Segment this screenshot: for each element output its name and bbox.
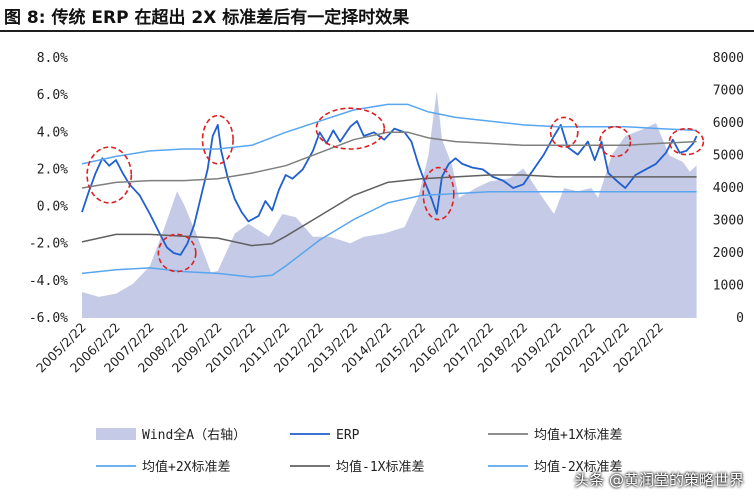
y-right-tick-label: 5000: [713, 149, 744, 164]
y-axis-right: 8000 7000 6000 5000 4000 3000 2000 1000 0: [713, 51, 744, 326]
mean-plus-2sd-line: [81, 103, 697, 165]
y-left-tick-label: 6.0%: [37, 88, 68, 103]
title-bar: 图 8: 传统 ERP 在超出 2X 标准差后有一定择时效果: [0, 0, 754, 32]
y-axis-left: 8.0% 6.0% 4.0% 2.0% 0.0% -2.0% -4.0% -6.0%: [29, 51, 68, 326]
y-right-tick-label: 7000: [713, 84, 744, 99]
erp-line: [81, 120, 698, 256]
lines-layer: [81, 103, 698, 278]
y-left-tick-label: 0.0%: [37, 200, 68, 215]
y-left-tick-label: -4.0%: [29, 274, 68, 289]
legend-label-4: 均值+2X标准差: [142, 459, 230, 475]
y-right-tick-label: 4000: [713, 181, 744, 196]
highlight-ellipse-8: [668, 127, 705, 156]
highlight-ellipse-2: [157, 233, 197, 273]
y-right-tick-label: 6000: [713, 116, 744, 131]
watermark: 头条 @黄润堂的策略世界: [574, 471, 744, 489]
mean-plus-1sd-line: [81, 131, 697, 189]
y-right-tick-label: 8000: [713, 51, 744, 66]
legend-swatch-1: [96, 428, 136, 440]
erp-chart: 8.0% 6.0% 4.0% 2.0% 0.0% -2.0% -4.0% -6.0% 8000…: [29, 51, 744, 475]
y-right-tick-label: 0: [736, 311, 744, 326]
wind-all-a-area: [82, 90, 697, 318]
chart-title: 图 8: 传统 ERP 在超出 2X 标准差后有一定择时效果: [4, 8, 410, 28]
legend-label-1: Wind全A（右轴）: [142, 427, 246, 443]
area-layer: [82, 90, 697, 318]
highlight-ellipse-4: [315, 107, 386, 150]
highlight-ellipse-6: [549, 116, 579, 149]
y-left-tick-label: 8.0%: [37, 51, 68, 66]
legend-label-2: ERP: [336, 428, 360, 443]
y-right-tick-label: 3000: [713, 214, 744, 229]
highlight-ellipse-3: [201, 114, 234, 165]
mean-minus-2sd-line: [81, 190, 697, 278]
y-left-tick-label: 4.0%: [37, 125, 68, 140]
mean-minus-1sd-line: [81, 174, 697, 247]
legend-label-3: 均值+1X标准差: [534, 427, 622, 443]
y-left-tick-label: -2.0%: [29, 237, 68, 252]
y-right-tick-label: 1000: [713, 279, 744, 294]
highlight-ellipse-5: [422, 166, 455, 221]
y-left-tick-label: 2.0%: [37, 162, 68, 177]
legend-label-6: 均值-2X标准差: [534, 459, 622, 475]
y-left-tick-label: -6.0%: [29, 311, 68, 326]
highlight-ellipse-1: [86, 146, 133, 204]
y-right-tick-label: 2000: [713, 246, 744, 261]
legend-label-5: 均值-1X标准差: [336, 459, 424, 475]
x-axis: 2005/2/222006/2/222007/2/222008/2/222009…: [33, 320, 666, 376]
